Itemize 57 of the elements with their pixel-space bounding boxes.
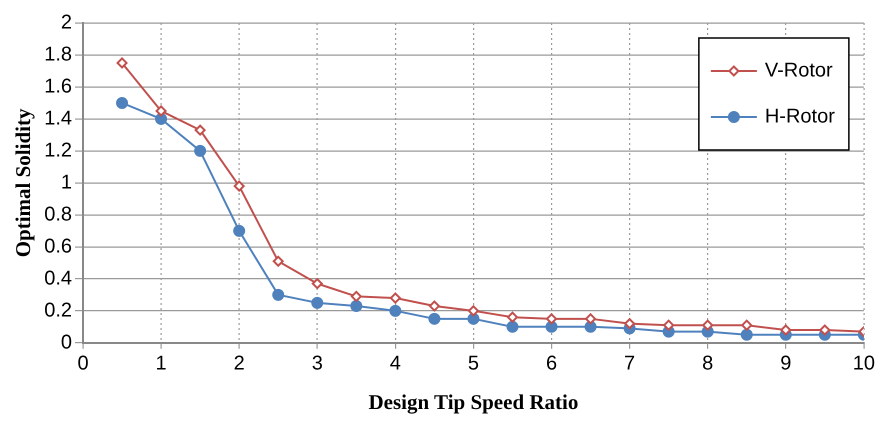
point (233, 224, 246, 237)
point (116, 57, 128, 68)
x-tick-label: 7 (624, 352, 636, 374)
legend-label: V-Rotor (764, 60, 834, 82)
point (155, 112, 168, 125)
point (156, 105, 167, 116)
y-tick-label: 0.8 (44, 203, 72, 226)
point (311, 296, 324, 309)
point (506, 312, 518, 323)
x-tick-label: 3 (312, 352, 323, 374)
point (819, 324, 830, 336)
x-tick-label: 6 (546, 352, 558, 374)
y-tick-label: 0.4 (44, 267, 72, 290)
point (312, 278, 323, 290)
point (194, 144, 206, 157)
point (468, 305, 479, 316)
point (741, 320, 752, 331)
y-tick-label: 1.2 (44, 139, 72, 162)
point (116, 96, 128, 109)
x-tick-label: 0 (77, 352, 89, 374)
point (428, 300, 440, 312)
y-tick-label: 2 (60, 12, 72, 34)
x-tick-label: 8 (702, 352, 714, 374)
x-tick-label: 2 (234, 352, 245, 374)
x-tick-label: 1 (156, 352, 167, 374)
point (428, 312, 440, 325)
y-tick-label: 1.4 (44, 107, 72, 130)
point (585, 313, 596, 324)
x-tick-label: 10 (852, 352, 875, 374)
y-tick-label: 0 (60, 331, 72, 354)
y-axis-title: Optimal Solidity (11, 108, 36, 258)
x-tick-label: 5 (468, 352, 479, 374)
y-tick-label: 0.2 (44, 299, 72, 322)
y-tick-label: 0.6 (44, 235, 72, 258)
x-axis-title: Design Tip Speed Ratio (368, 390, 578, 414)
point (234, 180, 245, 192)
point (272, 288, 284, 301)
point (389, 304, 402, 317)
y-tick-label: 1 (60, 171, 72, 194)
point (194, 124, 206, 136)
point (546, 313, 558, 324)
x-tick-label: 9 (780, 352, 792, 374)
x-tick-label: 4 (390, 352, 401, 374)
y-tick-label: 1.8 (44, 43, 72, 66)
point (506, 320, 518, 333)
point (740, 328, 753, 341)
point (390, 292, 401, 304)
y-tick-label: 1.6 (44, 75, 72, 98)
point (624, 318, 636, 330)
point (780, 324, 792, 336)
point (702, 320, 714, 331)
point (350, 290, 362, 302)
point (546, 320, 558, 333)
legend-label: H-Rotor (764, 106, 836, 128)
point (272, 256, 284, 267)
point (663, 320, 674, 331)
point (350, 300, 362, 312)
